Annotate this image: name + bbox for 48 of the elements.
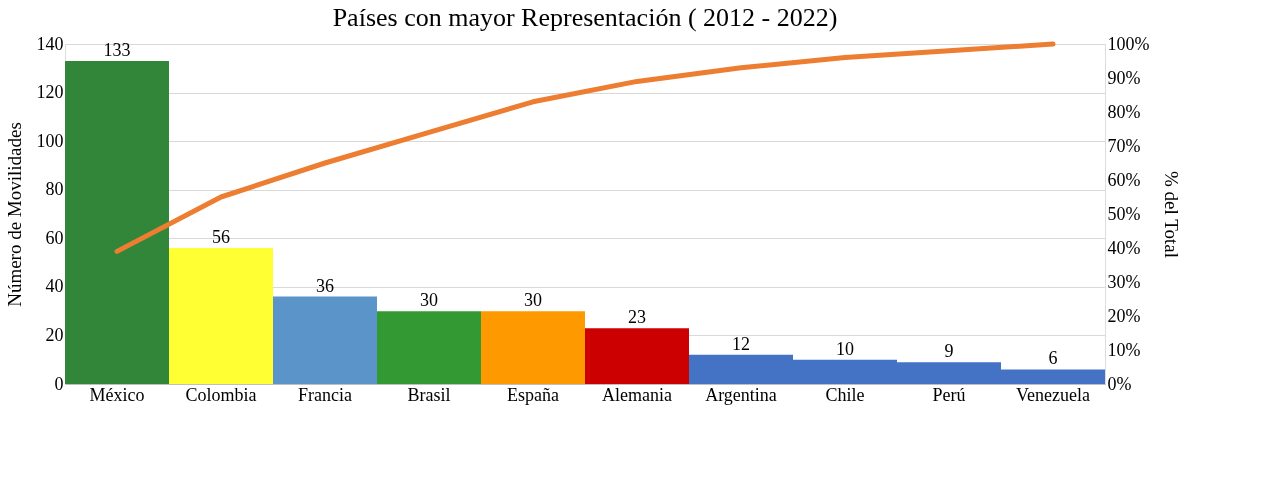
bar bbox=[169, 248, 273, 384]
x-tick-label: Argentina bbox=[705, 384, 777, 405]
bar bbox=[585, 328, 689, 384]
y2-axis-title: % del Total bbox=[1161, 171, 1183, 258]
x-tick-label: Francia bbox=[298, 384, 352, 405]
data-label: 10 bbox=[836, 338, 854, 359]
data-label: 12 bbox=[732, 333, 750, 354]
x-tick-label: Colombia bbox=[185, 384, 257, 405]
y2-tick-label: 0% bbox=[1107, 373, 1132, 394]
y-tick-label: 80 bbox=[45, 179, 64, 200]
y2-tick-label: 70% bbox=[1107, 135, 1141, 156]
y-tick-label: 60 bbox=[45, 227, 64, 248]
y-tick-label: 120 bbox=[36, 82, 64, 103]
y-axis-title: Número de Movilidades bbox=[3, 122, 25, 307]
data-label: 9 bbox=[944, 341, 954, 362]
data-label: 36 bbox=[316, 275, 334, 296]
data-label: 56 bbox=[212, 227, 230, 247]
chart-title: Países con mayor Representación ( 2012 - 2022) bbox=[332, 3, 838, 32]
x-tick-label: Alemania bbox=[602, 384, 672, 405]
y-tick-label: 100 bbox=[36, 130, 64, 151]
x-tick-label: España bbox=[507, 384, 559, 405]
y2-tick-label: 30% bbox=[1107, 271, 1141, 292]
data-label: 133 bbox=[103, 40, 131, 60]
data-label: 23 bbox=[628, 307, 646, 328]
x-tick-label: Perú bbox=[932, 384, 966, 405]
y2-tick-label: 50% bbox=[1107, 203, 1141, 224]
bar bbox=[65, 61, 169, 384]
y2-tick-label: 60% bbox=[1107, 169, 1141, 190]
y2-tick-label: 20% bbox=[1107, 305, 1141, 326]
y2-tick-label: 100% bbox=[1107, 33, 1150, 54]
x-tick-label: Brasil bbox=[407, 384, 451, 405]
x-tick-label: México bbox=[89, 384, 145, 405]
y-tick-label: 40 bbox=[45, 276, 64, 297]
data-label: 6 bbox=[1048, 348, 1058, 369]
y-tick-label: 140 bbox=[36, 33, 64, 54]
y2-tick-label: 10% bbox=[1107, 339, 1141, 360]
y-tick-label: 0 bbox=[54, 373, 64, 394]
bar bbox=[273, 296, 377, 384]
data-label: 30 bbox=[524, 290, 542, 311]
bar bbox=[481, 311, 585, 384]
x-tick-label: Chile bbox=[825, 384, 865, 405]
y2-tick-label: 80% bbox=[1107, 101, 1141, 122]
bar bbox=[377, 311, 481, 384]
y-tick-label: 20 bbox=[45, 324, 64, 345]
y2-tick-label: 90% bbox=[1107, 67, 1141, 88]
x-tick-label: Venezuela bbox=[1016, 384, 1090, 405]
data-label: 30 bbox=[420, 290, 438, 311]
y2-tick-label: 40% bbox=[1107, 237, 1141, 258]
